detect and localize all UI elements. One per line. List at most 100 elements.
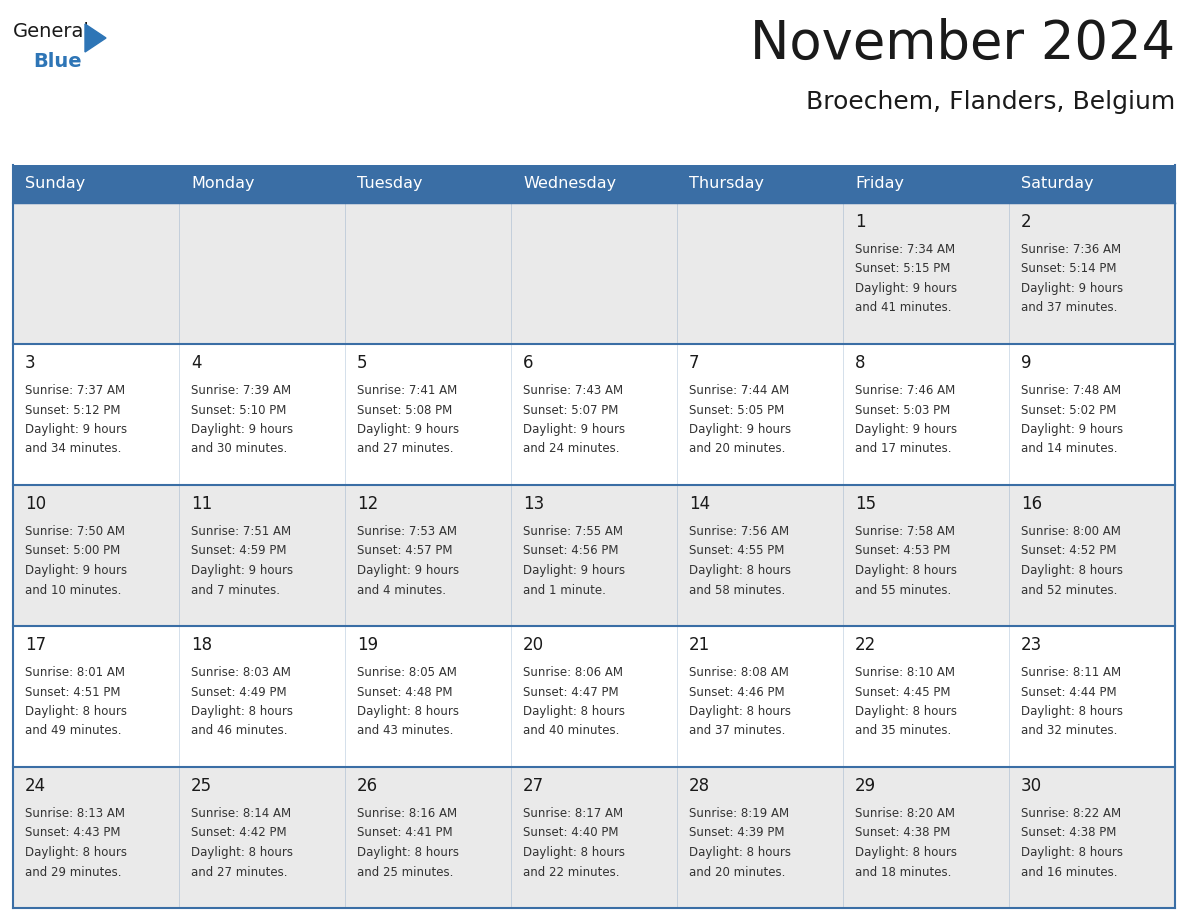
Text: Sunrise: 7:48 AM: Sunrise: 7:48 AM bbox=[1020, 384, 1121, 397]
Text: and 37 minutes.: and 37 minutes. bbox=[689, 724, 785, 737]
Text: Sunrise: 7:41 AM: Sunrise: 7:41 AM bbox=[358, 384, 457, 397]
Text: Sunday: Sunday bbox=[25, 176, 86, 192]
Text: Daylight: 8 hours: Daylight: 8 hours bbox=[1020, 705, 1123, 718]
Polygon shape bbox=[86, 24, 106, 52]
Bar bbox=[1009, 203, 1175, 344]
Text: Sunset: 4:43 PM: Sunset: 4:43 PM bbox=[25, 826, 120, 839]
Bar bbox=[511, 626, 677, 767]
Text: and 7 minutes.: and 7 minutes. bbox=[191, 584, 280, 597]
Bar bbox=[1009, 626, 1175, 767]
Text: and 43 minutes.: and 43 minutes. bbox=[358, 724, 454, 737]
Text: Sunset: 4:56 PM: Sunset: 4:56 PM bbox=[523, 544, 619, 557]
Text: and 18 minutes.: and 18 minutes. bbox=[855, 866, 952, 879]
Text: November 2024: November 2024 bbox=[750, 18, 1175, 70]
Bar bbox=[179, 344, 345, 485]
Text: and 27 minutes.: and 27 minutes. bbox=[358, 442, 454, 455]
Text: Sunrise: 7:46 AM: Sunrise: 7:46 AM bbox=[855, 384, 955, 397]
Text: Daylight: 8 hours: Daylight: 8 hours bbox=[689, 705, 791, 718]
Text: Daylight: 8 hours: Daylight: 8 hours bbox=[855, 705, 958, 718]
Text: Daylight: 8 hours: Daylight: 8 hours bbox=[25, 846, 127, 859]
Text: Daylight: 9 hours: Daylight: 9 hours bbox=[523, 564, 625, 577]
Bar bbox=[13, 203, 179, 344]
Bar bbox=[1009, 485, 1175, 626]
Bar bbox=[179, 485, 345, 626]
Text: Sunset: 5:12 PM: Sunset: 5:12 PM bbox=[25, 404, 120, 417]
Text: Sunrise: 7:34 AM: Sunrise: 7:34 AM bbox=[855, 243, 955, 256]
Text: Daylight: 8 hours: Daylight: 8 hours bbox=[191, 705, 293, 718]
Text: 19: 19 bbox=[358, 636, 378, 654]
Text: Sunset: 4:48 PM: Sunset: 4:48 PM bbox=[358, 686, 453, 699]
Text: Tuesday: Tuesday bbox=[358, 176, 423, 192]
Text: Daylight: 8 hours: Daylight: 8 hours bbox=[523, 705, 625, 718]
Text: Sunrise: 7:51 AM: Sunrise: 7:51 AM bbox=[191, 525, 291, 538]
Text: Sunrise: 8:14 AM: Sunrise: 8:14 AM bbox=[191, 807, 291, 820]
Text: and 52 minutes.: and 52 minutes. bbox=[1020, 584, 1118, 597]
Bar bbox=[677, 767, 843, 908]
Bar bbox=[843, 485, 1009, 626]
Text: Daylight: 8 hours: Daylight: 8 hours bbox=[855, 846, 958, 859]
Text: Daylight: 8 hours: Daylight: 8 hours bbox=[358, 705, 459, 718]
Text: Sunset: 4:51 PM: Sunset: 4:51 PM bbox=[25, 686, 120, 699]
Bar bbox=[511, 485, 677, 626]
Bar bbox=[13, 485, 179, 626]
Text: 9: 9 bbox=[1020, 354, 1031, 372]
Text: 7: 7 bbox=[689, 354, 700, 372]
Text: 24: 24 bbox=[25, 777, 46, 795]
Text: Sunset: 4:39 PM: Sunset: 4:39 PM bbox=[689, 826, 784, 839]
Text: Sunrise: 7:37 AM: Sunrise: 7:37 AM bbox=[25, 384, 125, 397]
Bar bbox=[13, 165, 1175, 203]
Text: and 41 minutes.: and 41 minutes. bbox=[855, 301, 952, 315]
Bar bbox=[511, 203, 677, 344]
Text: and 27 minutes.: and 27 minutes. bbox=[191, 866, 287, 879]
Text: Sunrise: 7:36 AM: Sunrise: 7:36 AM bbox=[1020, 243, 1121, 256]
Text: 18: 18 bbox=[191, 636, 213, 654]
Text: 15: 15 bbox=[855, 495, 876, 513]
Text: and 40 minutes.: and 40 minutes. bbox=[523, 724, 619, 737]
Text: and 30 minutes.: and 30 minutes. bbox=[191, 442, 287, 455]
Text: Blue: Blue bbox=[33, 52, 82, 71]
Text: Broechem, Flanders, Belgium: Broechem, Flanders, Belgium bbox=[805, 90, 1175, 114]
Text: Sunset: 5:10 PM: Sunset: 5:10 PM bbox=[191, 404, 286, 417]
Text: Sunrise: 7:58 AM: Sunrise: 7:58 AM bbox=[855, 525, 955, 538]
Text: Daylight: 8 hours: Daylight: 8 hours bbox=[1020, 564, 1123, 577]
Text: Sunrise: 8:11 AM: Sunrise: 8:11 AM bbox=[1020, 666, 1121, 679]
Text: Sunrise: 7:56 AM: Sunrise: 7:56 AM bbox=[689, 525, 789, 538]
Text: 26: 26 bbox=[358, 777, 378, 795]
Bar bbox=[677, 626, 843, 767]
Text: Sunrise: 8:00 AM: Sunrise: 8:00 AM bbox=[1020, 525, 1120, 538]
Text: Daylight: 9 hours: Daylight: 9 hours bbox=[855, 282, 958, 295]
Text: Sunset: 5:14 PM: Sunset: 5:14 PM bbox=[1020, 263, 1117, 275]
Text: and 46 minutes.: and 46 minutes. bbox=[191, 724, 287, 737]
Text: Daylight: 8 hours: Daylight: 8 hours bbox=[25, 705, 127, 718]
Text: 30: 30 bbox=[1020, 777, 1042, 795]
Bar bbox=[345, 767, 511, 908]
Text: and 37 minutes.: and 37 minutes. bbox=[1020, 301, 1118, 315]
Text: Daylight: 9 hours: Daylight: 9 hours bbox=[358, 423, 459, 436]
Text: and 35 minutes.: and 35 minutes. bbox=[855, 724, 952, 737]
Text: 4: 4 bbox=[191, 354, 202, 372]
Text: Sunrise: 8:22 AM: Sunrise: 8:22 AM bbox=[1020, 807, 1121, 820]
Text: and 24 minutes.: and 24 minutes. bbox=[523, 442, 619, 455]
Text: Saturday: Saturday bbox=[1020, 176, 1094, 192]
Text: Monday: Monday bbox=[191, 176, 254, 192]
Bar bbox=[13, 626, 179, 767]
Text: Daylight: 9 hours: Daylight: 9 hours bbox=[1020, 282, 1123, 295]
Text: Daylight: 8 hours: Daylight: 8 hours bbox=[1020, 846, 1123, 859]
Text: Daylight: 8 hours: Daylight: 8 hours bbox=[689, 846, 791, 859]
Text: Sunset: 5:00 PM: Sunset: 5:00 PM bbox=[25, 544, 120, 557]
Bar bbox=[345, 203, 511, 344]
Text: 25: 25 bbox=[191, 777, 213, 795]
Text: and 25 minutes.: and 25 minutes. bbox=[358, 866, 454, 879]
Text: and 55 minutes.: and 55 minutes. bbox=[855, 584, 952, 597]
Text: Friday: Friday bbox=[855, 176, 904, 192]
Text: Daylight: 9 hours: Daylight: 9 hours bbox=[523, 423, 625, 436]
Text: 23: 23 bbox=[1020, 636, 1042, 654]
Text: Sunrise: 8:17 AM: Sunrise: 8:17 AM bbox=[523, 807, 624, 820]
Text: Daylight: 9 hours: Daylight: 9 hours bbox=[855, 423, 958, 436]
Text: 5: 5 bbox=[358, 354, 367, 372]
Bar bbox=[1009, 767, 1175, 908]
Text: 27: 27 bbox=[523, 777, 544, 795]
Text: Daylight: 9 hours: Daylight: 9 hours bbox=[358, 564, 459, 577]
Bar bbox=[345, 344, 511, 485]
Text: Sunset: 4:55 PM: Sunset: 4:55 PM bbox=[689, 544, 784, 557]
